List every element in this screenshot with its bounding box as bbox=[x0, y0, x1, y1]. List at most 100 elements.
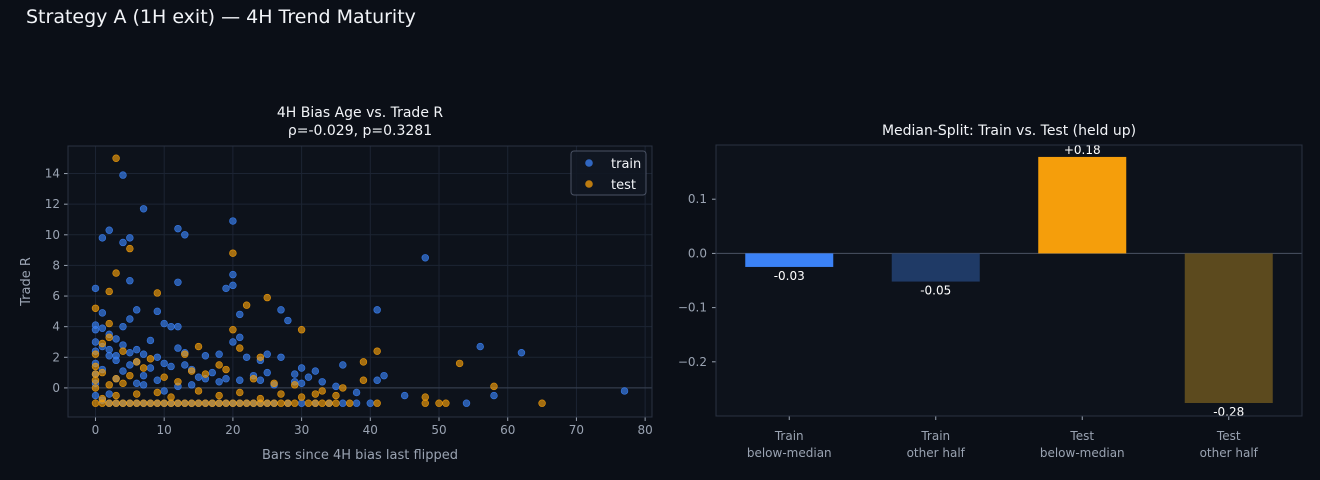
scatter-y-tick-label: 12 bbox=[45, 197, 60, 211]
scatter-point-train bbox=[263, 350, 271, 358]
scatter-point-test bbox=[291, 381, 299, 389]
scatter-y-tick-label: 2 bbox=[52, 350, 60, 364]
bar-3 bbox=[1184, 253, 1273, 403]
scatter-frame bbox=[67, 145, 653, 418]
scatter-point-train bbox=[167, 322, 175, 331]
scatter-point-test bbox=[373, 399, 381, 407]
scatter-point-train bbox=[352, 399, 361, 407]
scatter-point-test bbox=[332, 399, 340, 407]
scatter-point-train bbox=[490, 391, 498, 400]
scatter-point-train bbox=[187, 381, 196, 389]
scatter-plot-area bbox=[68, 146, 652, 417]
scatter-point-train bbox=[181, 231, 189, 239]
scatter-point-train bbox=[201, 352, 210, 360]
scatter-point-train bbox=[146, 364, 155, 372]
bar-value-label: -0.28 bbox=[1213, 405, 1244, 419]
scatter-point-test bbox=[236, 399, 244, 407]
scatter-point-train bbox=[139, 371, 148, 380]
scatter-point-test bbox=[133, 390, 141, 398]
bar-y-tick-label: −0.1 bbox=[678, 301, 707, 315]
scatter-point-test bbox=[98, 368, 107, 377]
scatter-point-test bbox=[139, 364, 148, 372]
scatter-point-test bbox=[263, 293, 271, 302]
scatter-point-train bbox=[105, 226, 113, 234]
scatter-point-train bbox=[105, 352, 113, 360]
legend-marker-train bbox=[585, 159, 593, 167]
scatter-point-test bbox=[126, 371, 134, 380]
scatter-point-test bbox=[442, 399, 450, 407]
scatter-point-test bbox=[112, 399, 120, 407]
scatter-point-test bbox=[284, 399, 292, 407]
bar-category-label-line1: Test bbox=[1069, 429, 1094, 443]
scatter-point-train bbox=[139, 381, 148, 389]
scatter-point-train bbox=[297, 364, 306, 372]
scatter-y-axis-label: Trade R bbox=[19, 257, 34, 307]
scatter-point-test bbox=[201, 399, 210, 407]
scatter-point-train bbox=[126, 315, 134, 323]
bar-category-label-line2: below-median bbox=[747, 446, 832, 460]
legend-label-test: test bbox=[611, 178, 636, 193]
scatter-point-train bbox=[153, 353, 162, 361]
bar-0 bbox=[745, 253, 834, 267]
scatter-point-train bbox=[421, 254, 429, 262]
figure-title: Strategy A (1H exit) — 4H Trend Maturity bbox=[26, 6, 416, 28]
bar-1 bbox=[891, 253, 980, 282]
scatter-point-test bbox=[311, 399, 320, 407]
scatter-point-train bbox=[98, 324, 107, 332]
scatter-x-tick-label: 70 bbox=[569, 423, 584, 437]
scatter-point-train bbox=[222, 375, 230, 383]
scatter-point-train bbox=[119, 341, 127, 349]
scatter-point-train bbox=[105, 345, 113, 354]
scatter-point-train bbox=[462, 399, 471, 407]
bar-category-label-line1: Test bbox=[1216, 429, 1241, 443]
scatter-point-test bbox=[174, 378, 182, 386]
scatter-point-train bbox=[174, 278, 182, 286]
scatter-point-test bbox=[421, 393, 429, 401]
scatter-point-train bbox=[291, 370, 299, 378]
scatter-point-test bbox=[91, 384, 100, 392]
scatter-point-test bbox=[359, 358, 368, 366]
scatter-x-axis-label: Bars since 4H bias last flipped bbox=[262, 448, 458, 463]
bar-frame bbox=[715, 144, 1303, 417]
scatter-point-train bbox=[332, 382, 340, 391]
scatter-point-test bbox=[332, 391, 340, 400]
scatter-point-train bbox=[91, 338, 100, 346]
scatter-point-test bbox=[91, 304, 100, 312]
scatter-legend: train test bbox=[570, 150, 647, 196]
scatter-point-test bbox=[119, 399, 127, 407]
scatter-point-train bbox=[139, 205, 148, 213]
scatter-point-train bbox=[160, 387, 168, 395]
bar-category-label-line1: Train bbox=[920, 429, 950, 443]
scatter-point-test bbox=[146, 355, 155, 363]
scatter-x-tick-label: 30 bbox=[294, 423, 309, 437]
scatter-point-test bbox=[249, 375, 258, 383]
scatter-point-train bbox=[160, 359, 168, 368]
scatter-point-test bbox=[105, 319, 113, 328]
scatter-point-train bbox=[229, 338, 237, 346]
scatter-point-train bbox=[304, 373, 313, 381]
scatter-point-train bbox=[112, 335, 120, 343]
scatter-point-train bbox=[174, 344, 182, 352]
scatter-point-test bbox=[153, 399, 162, 407]
scatter-point-train bbox=[139, 350, 148, 358]
scatter-x-tick-label: 60 bbox=[500, 423, 515, 437]
scatter-point-test bbox=[339, 384, 347, 392]
scatter-point-test bbox=[133, 399, 141, 407]
scatter-point-test bbox=[421, 399, 429, 407]
scatter-x-tick-label: 20 bbox=[225, 423, 240, 437]
scatter-point-train bbox=[263, 368, 271, 377]
scatter-point-train bbox=[277, 353, 285, 361]
legend-label-train: train bbox=[611, 157, 641, 172]
scatter-point-test bbox=[236, 388, 244, 397]
scatter-point-test bbox=[256, 353, 265, 361]
scatter-point-train bbox=[133, 306, 141, 314]
scatter-point-test bbox=[174, 399, 182, 407]
scatter-point-train bbox=[194, 373, 203, 381]
scatter-y-tick-label: 10 bbox=[45, 228, 60, 242]
bar-category-label-line2: other half bbox=[907, 446, 966, 460]
scatter-point-test bbox=[194, 387, 203, 395]
bar-category-label-line2: below-median bbox=[1040, 446, 1125, 460]
scatter-point-train bbox=[339, 361, 347, 369]
scatter-point-train bbox=[297, 379, 306, 388]
scatter-point-test bbox=[91, 350, 100, 358]
